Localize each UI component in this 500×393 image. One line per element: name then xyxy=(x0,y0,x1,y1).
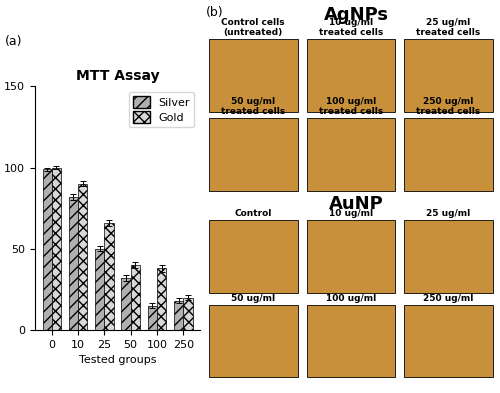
Bar xyxy=(174,301,184,330)
Text: 50 ug/ml: 50 ug/ml xyxy=(231,294,276,303)
Text: 250 ug/ml: 250 ug/ml xyxy=(423,294,474,303)
Bar xyxy=(404,118,492,191)
Bar xyxy=(95,249,104,330)
Bar xyxy=(209,305,298,377)
Bar xyxy=(78,184,87,330)
Bar xyxy=(42,169,51,330)
Bar xyxy=(184,298,192,330)
Bar xyxy=(404,39,492,112)
Text: AgNPs: AgNPs xyxy=(324,6,388,24)
Bar xyxy=(404,220,492,293)
Bar xyxy=(404,305,492,377)
Bar xyxy=(306,305,395,377)
Text: 50 ug/ml
treated cells: 50 ug/ml treated cells xyxy=(221,97,286,116)
Title: MTT Assay: MTT Assay xyxy=(76,68,160,83)
Bar xyxy=(130,265,140,330)
Text: AuNP: AuNP xyxy=(328,195,384,213)
Bar xyxy=(306,118,395,191)
Bar xyxy=(209,220,298,293)
Text: 250 ug/ml
treated cells: 250 ug/ml treated cells xyxy=(416,97,480,116)
Text: Control cells
(untreated): Control cells (untreated) xyxy=(222,18,285,37)
Bar xyxy=(209,118,298,191)
Text: (b): (b) xyxy=(206,6,224,19)
Bar xyxy=(52,168,61,330)
Bar xyxy=(104,223,114,330)
X-axis label: Tested groups: Tested groups xyxy=(79,355,156,365)
Bar xyxy=(306,39,395,112)
Text: (a): (a) xyxy=(5,35,22,48)
Text: 25 ug/ml
treated cells: 25 ug/ml treated cells xyxy=(416,18,480,37)
Bar xyxy=(306,220,395,293)
Text: 25 ug/ml: 25 ug/ml xyxy=(426,209,470,218)
Bar xyxy=(69,197,78,330)
Text: 10 ug/ml: 10 ug/ml xyxy=(328,209,373,218)
Bar xyxy=(122,278,130,330)
Bar xyxy=(157,268,166,330)
Text: 100 ug/ml
treated cells: 100 ug/ml treated cells xyxy=(318,97,383,116)
Legend: Silver, Gold: Silver, Gold xyxy=(128,92,194,127)
Bar xyxy=(209,39,298,112)
Text: 100 ug/ml: 100 ug/ml xyxy=(326,294,376,303)
Text: 10 ug/ml
treated cells: 10 ug/ml treated cells xyxy=(318,18,383,37)
Text: Control: Control xyxy=(234,209,272,218)
Bar xyxy=(148,306,157,330)
